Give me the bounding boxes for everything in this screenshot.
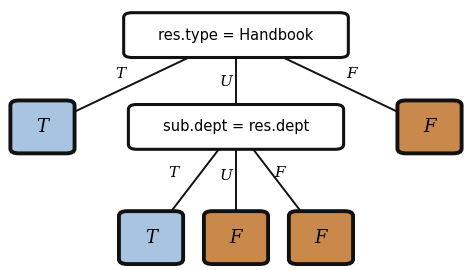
Text: T: T bbox=[36, 118, 49, 136]
FancyBboxPatch shape bbox=[124, 13, 348, 58]
Text: F: F bbox=[230, 229, 242, 247]
FancyBboxPatch shape bbox=[204, 211, 268, 264]
Text: F: F bbox=[346, 67, 357, 81]
Text: U: U bbox=[219, 168, 232, 183]
Text: F: F bbox=[423, 118, 436, 136]
FancyBboxPatch shape bbox=[289, 211, 353, 264]
FancyBboxPatch shape bbox=[10, 100, 75, 153]
Text: T: T bbox=[115, 67, 126, 81]
FancyBboxPatch shape bbox=[119, 211, 183, 264]
FancyBboxPatch shape bbox=[397, 100, 462, 153]
Text: T: T bbox=[145, 229, 157, 247]
Text: T: T bbox=[169, 166, 179, 180]
Text: sub.dept = res.dept: sub.dept = res.dept bbox=[163, 119, 309, 134]
FancyBboxPatch shape bbox=[128, 104, 344, 149]
Text: U: U bbox=[219, 75, 232, 89]
Text: F: F bbox=[274, 166, 285, 180]
Text: res.type = Handbook: res.type = Handbook bbox=[158, 28, 314, 43]
Text: F: F bbox=[315, 229, 327, 247]
